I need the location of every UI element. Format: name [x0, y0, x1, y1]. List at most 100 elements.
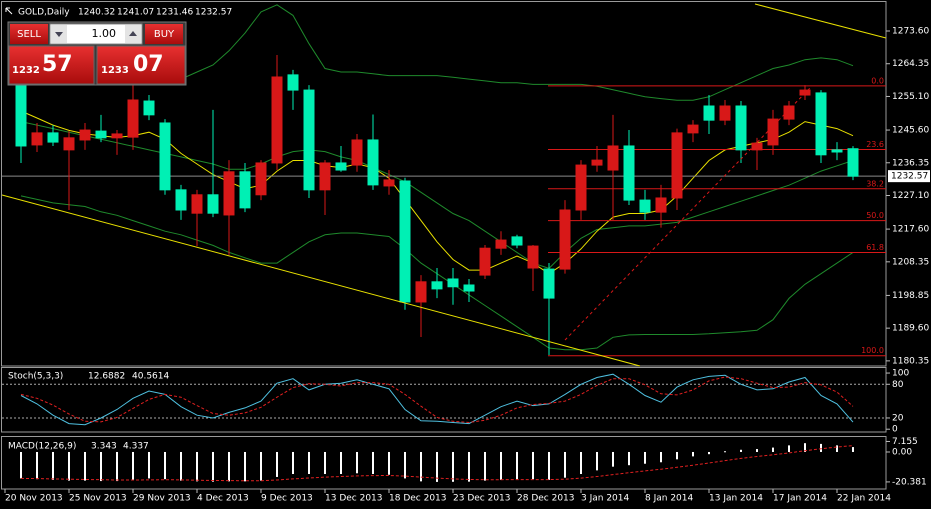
macd-bar — [340, 451, 342, 475]
series-line — [20, 445, 854, 482]
candle-body — [15, 82, 27, 147]
candle-body — [223, 171, 235, 216]
x-tick-label: 4 Dec 2013 — [197, 494, 249, 504]
candle-body — [159, 122, 171, 191]
ask-pips: 07 — [133, 52, 164, 77]
candle-body — [719, 105, 731, 121]
candle-body — [399, 180, 411, 303]
candle-body — [655, 197, 667, 213]
macd-bar — [564, 451, 566, 478]
bid-pips: 57 — [42, 52, 73, 77]
macd-bar — [852, 447, 854, 452]
macd-bar — [836, 445, 838, 452]
candle-body — [335, 162, 347, 171]
y-tick-label: 0.00 — [892, 447, 912, 457]
x-tick-label: 13 Dec 2013 — [325, 494, 383, 504]
macd-bar — [20, 451, 22, 479]
candle-body — [351, 139, 363, 166]
stoch-panel — [1, 367, 887, 433]
macd-bar — [372, 451, 374, 475]
y-tick-label: 1236.35 — [892, 158, 929, 168]
macd-bar — [164, 451, 166, 480]
macd-bar — [676, 451, 678, 460]
macd-title: MACD(12,26,9) — [8, 442, 76, 452]
stoch-d-value: 40.5614 — [132, 372, 169, 382]
macd-bar — [68, 451, 70, 481]
macd-bar — [820, 443, 822, 452]
y-tick-label: 1180.35 — [892, 356, 929, 366]
fib-label: 50.0 — [866, 211, 884, 220]
fib-anchor-line — [564, 87, 811, 341]
candle-body — [591, 159, 603, 166]
x-tick-label: 8 Jan 2014 — [645, 494, 693, 504]
candle-body — [607, 145, 619, 171]
fib-label: 0.0 — [871, 76, 884, 85]
macd-bar — [36, 451, 38, 480]
y-tick-label: 7.155 — [892, 437, 918, 447]
macd-bar — [52, 451, 54, 480]
x-tick-label: 20 Nov 2013 — [5, 494, 63, 504]
y-tick-label: 20 — [892, 413, 904, 423]
bid-box[interactable] — [8, 45, 95, 85]
candle-body — [63, 137, 75, 151]
macd-bar — [804, 443, 806, 452]
macd-bar — [180, 451, 182, 481]
series-line — [20, 376, 854, 424]
candle-body — [767, 118, 779, 146]
macd-value: 3.343 — [91, 442, 117, 452]
macd-bar — [468, 451, 470, 482]
candle-body — [463, 284, 475, 292]
candle-body — [271, 76, 283, 164]
macd-bar — [244, 451, 246, 482]
candle-body — [703, 105, 715, 121]
macd-bar — [580, 451, 582, 475]
symbol-title: GOLD,Daily — [18, 8, 70, 18]
panels — [1, 1, 887, 490]
trade-panel: SELL 1.00 BUY 1232 57 1233 07 — [7, 21, 187, 86]
macd-bar — [276, 451, 278, 477]
macd-bar — [772, 447, 774, 452]
lot-box[interactable] — [49, 23, 143, 45]
buy-button[interactable] — [145, 24, 183, 44]
main-panel — [1, 1, 887, 367]
lot-value[interactable]: 1.00 — [92, 27, 117, 40]
current-price-box — [888, 170, 930, 183]
candle-body — [287, 74, 299, 91]
macd-bar — [692, 451, 694, 457]
candle-body — [127, 99, 139, 138]
candle-body — [783, 105, 795, 120]
sell-label[interactable]: SELL — [17, 29, 41, 40]
candle-body — [431, 281, 443, 290]
macd-bar — [356, 451, 358, 474]
current-price-label: 1232.57 — [891, 172, 928, 182]
macd-signal-value: 4.337 — [123, 442, 149, 452]
candle-body — [831, 149, 843, 153]
header-open: 1240.32 — [78, 8, 115, 18]
candle-body — [255, 162, 267, 196]
candle-body — [559, 209, 571, 270]
ask-box[interactable] — [96, 45, 186, 85]
bid-big: 1232 — [12, 65, 40, 76]
macd-bar — [788, 445, 790, 452]
stoch-k-value: 12.6882 — [88, 372, 125, 382]
y-tick-label: 1264.35 — [892, 59, 929, 69]
fib-label: 61.8 — [866, 243, 884, 252]
macd-bar — [260, 451, 262, 481]
trendline — [1, 194, 641, 367]
sell-button[interactable] — [10, 24, 48, 44]
macd-bar — [132, 451, 134, 480]
y-tick-label: 1255.10 — [892, 92, 929, 102]
candle-body — [543, 268, 555, 299]
y-tick-label: 1208.35 — [892, 257, 929, 267]
y-tick-label: 1273.60 — [892, 27, 929, 37]
candle-body — [47, 132, 59, 143]
candle-body — [575, 164, 587, 211]
buy-label[interactable]: BUY — [154, 29, 175, 40]
arrow-up — [129, 31, 137, 36]
macd-bar — [532, 451, 534, 480]
candle-body — [319, 162, 331, 191]
header-high: 1241.07 — [117, 8, 154, 18]
x-tick-label: 9 Dec 2013 — [261, 494, 313, 504]
macd-bar — [644, 451, 646, 464]
y-tick-label: -20.381 — [892, 477, 927, 487]
